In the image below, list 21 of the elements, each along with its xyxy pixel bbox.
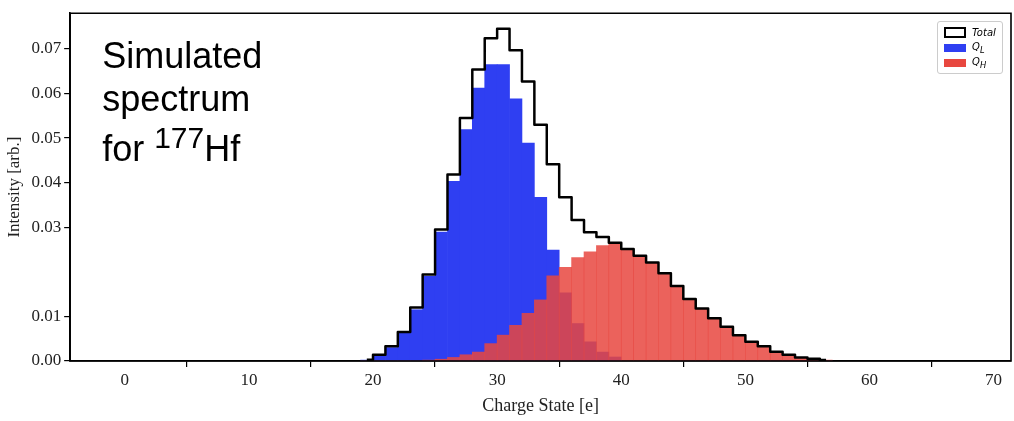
annotation: Simulated spectrum for $^{177}$Hf [102,35,264,171]
x-tick-label: 40 [612,369,630,389]
x-tick-label: 10 [240,369,258,389]
y-tick-label: 0.03 [31,216,62,236]
y-tick-label: 0.06 [31,82,62,102]
y-tick-label: 0.04 [31,172,62,192]
y-tick-label: 0.05 [31,127,62,147]
legend-label: Total [972,27,996,39]
x-tick-label: 50 [736,369,754,389]
y-tick-label: 0.01 [31,305,62,325]
x-tick-label: 30 [488,369,506,389]
y-axis-title: Intensity [arb.] [3,136,23,238]
x-axis-title: Charge State [e] [482,394,599,415]
x-tick-label: 0 [120,369,130,389]
x-tick-label: 60 [861,369,878,389]
legend-label: Q$_{H}$ [972,55,987,70]
y-tick-label: 0.07 [31,38,62,58]
x-tick-label: 70 [985,369,1003,389]
legend-label: Q$_{L}$ [972,40,985,55]
x-tick-label: 20 [364,369,382,389]
text: 0.00 [31,350,62,370]
